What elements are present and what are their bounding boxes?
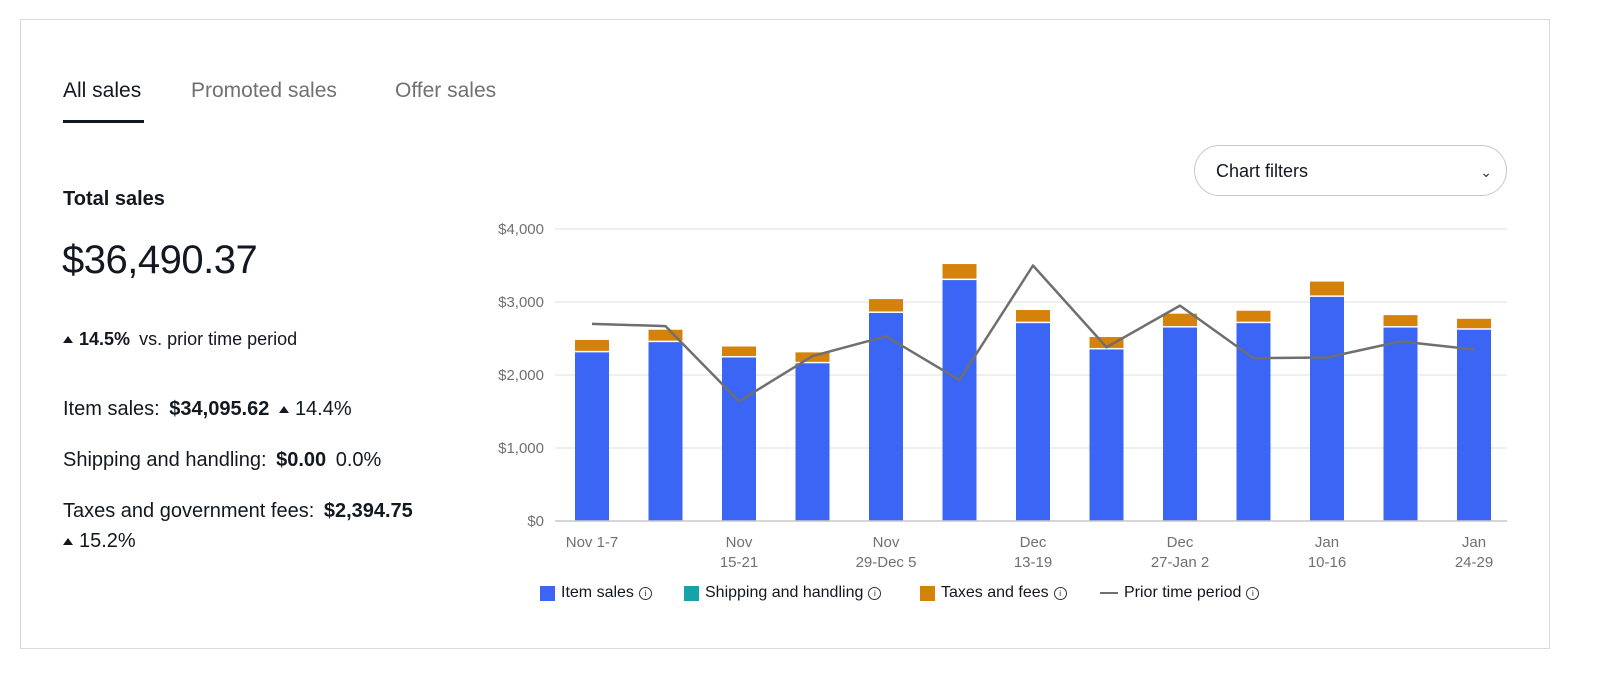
- bar-taxes: [1016, 310, 1050, 322]
- chart-filters-dropdown[interactable]: Chart filters ⌄: [1194, 145, 1507, 196]
- bar-taxes: [1163, 313, 1197, 327]
- bar-taxes: [575, 339, 609, 351]
- info-icon[interactable]: i: [638, 586, 652, 600]
- item-sales-change: 14.4%: [294, 398, 352, 420]
- bar-taxes: [1236, 310, 1271, 322]
- info-icon[interactable]: i: [1053, 586, 1067, 600]
- taxes-swatch: [920, 585, 935, 601]
- bar-taxes: [1089, 337, 1124, 348]
- bar-item-sales: [1089, 349, 1124, 521]
- taxes-change-row: 15.2%: [63, 530, 136, 553]
- active-tab-indicator: [63, 120, 144, 123]
- chevron-down-icon: ⌄: [1480, 164, 1492, 180]
- bar-taxes: [648, 329, 683, 341]
- bar-taxes: [722, 346, 756, 356]
- bar-taxes: [1383, 315, 1418, 327]
- legend-shipping-label: Shipping and handling: [705, 584, 864, 601]
- taxes-change: 15.2%: [79, 530, 136, 552]
- taxes-row: Taxes and government fees: $2,394.75: [63, 500, 413, 523]
- legend-item-sales: Item sales i: [540, 584, 652, 602]
- x-tick-label: 27-Jan 2: [1151, 554, 1209, 571]
- y-tick-label: $1,000: [498, 440, 544, 457]
- x-tick-label: 10-16: [1308, 554, 1346, 571]
- item-sales-label: Item sales:: [63, 398, 160, 420]
- shipping-swatch: [684, 585, 699, 601]
- y-tick-label: $0: [527, 513, 544, 530]
- total-sales-change: 14.5% vs. prior time period: [63, 329, 297, 350]
- bar-taxes: [1310, 281, 1344, 296]
- up-arrow-icon: [63, 538, 73, 545]
- x-tick-label: Nov 1-7: [566, 534, 619, 551]
- legend-prior-label: Prior time period: [1124, 584, 1242, 601]
- bar-item-sales: [1457, 329, 1491, 521]
- tab-promoted-sales[interactable]: Promoted sales: [191, 79, 337, 102]
- x-tick-label: Dec: [1020, 534, 1047, 551]
- up-arrow-icon: [63, 336, 73, 343]
- x-tick-label: 13-19: [1014, 554, 1052, 571]
- y-tick-label: $2,000: [498, 367, 544, 384]
- item-sales-swatch: [540, 585, 555, 601]
- bar-item-sales: [722, 357, 756, 521]
- bar-item-sales: [1236, 323, 1271, 521]
- shipping-change: 0.0%: [335, 449, 382, 471]
- y-tick-label: $4,000: [498, 221, 544, 238]
- shipping-value: $0.00: [276, 449, 327, 471]
- tab-offer-sales[interactable]: Offer sales: [395, 79, 497, 102]
- tab-all-sales[interactable]: All sales: [63, 79, 142, 102]
- info-icon[interactable]: i: [868, 586, 882, 600]
- legend-taxes: Taxes and fees i: [920, 584, 1067, 602]
- item-sales-row: Item sales: $34,095.62 14.4%: [63, 398, 352, 421]
- bar-item-sales: [575, 352, 609, 521]
- up-arrow-icon: [278, 406, 289, 413]
- bar-item-sales: [1310, 296, 1344, 521]
- sales-chart: $4,000 $3,000 $2,000 $1,000 $0 Nov 1-7 Nov 15-2…: [498, 221, 1507, 571]
- bar-item-sales: [795, 363, 830, 521]
- total-sales-value: $36,490.37: [62, 238, 258, 282]
- total-sales-title: Total sales: [63, 188, 165, 210]
- total-change-text: vs. prior time period: [139, 329, 298, 349]
- legend-shipping: Shipping and handling i: [684, 584, 882, 602]
- legend-item-sales-label: Item sales: [561, 584, 634, 601]
- bar-taxes: [1457, 318, 1491, 329]
- x-tick-label: 15-21: [720, 554, 758, 571]
- taxes-label: Taxes and government fees:: [63, 500, 315, 522]
- bar-item-sales: [1383, 327, 1418, 521]
- x-tick-label: Nov: [873, 534, 900, 551]
- bar-taxes: [942, 264, 977, 279]
- x-tick-label: Nov: [726, 534, 753, 551]
- x-tick-label: 29-Dec 5: [856, 554, 917, 571]
- bar-item-sales: [648, 342, 683, 521]
- bar-item-sales: [1163, 327, 1197, 521]
- x-tick-label: 24-29: [1455, 554, 1493, 571]
- legend-prior: Prior time period i: [1100, 584, 1260, 602]
- bar-item-sales: [942, 280, 977, 521]
- bar-item-sales: [869, 312, 903, 521]
- sales-card: [20, 19, 1550, 649]
- bar-taxes: [869, 299, 903, 312]
- shipping-label: Shipping and handling:: [63, 449, 267, 471]
- shipping-row: Shipping and handling: $0.00 0.0%: [63, 449, 381, 472]
- x-tick-label: Jan: [1315, 534, 1339, 551]
- bar-item-sales: [1016, 323, 1050, 521]
- info-icon[interactable]: i: [1246, 586, 1260, 600]
- item-sales-value: $34,095.62: [169, 398, 270, 420]
- y-tick-label: $3,000: [498, 294, 544, 311]
- prior-period-line: [591, 264, 1475, 403]
- prior-line-swatch: [1100, 592, 1118, 594]
- legend-taxes-label: Taxes and fees: [941, 584, 1049, 601]
- chart-filters-label: Chart filters: [1216, 161, 1309, 181]
- total-change-pct: 14.5%: [79, 329, 131, 349]
- taxes-value: $2,394.75: [323, 500, 413, 522]
- x-tick-label: Dec: [1167, 534, 1194, 551]
- x-tick-label: Jan: [1462, 534, 1486, 551]
